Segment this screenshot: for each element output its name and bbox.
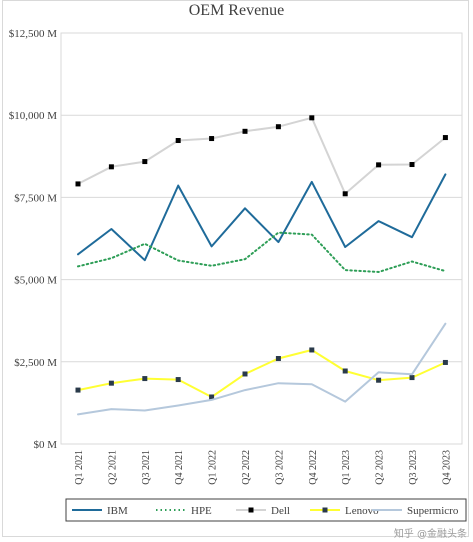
data-point-dell	[309, 115, 315, 121]
data-point-lenovo	[75, 387, 81, 393]
x-tick-label: Q3 2021	[141, 450, 152, 485]
legend-label-lenovo: Lenovo	[345, 505, 379, 517]
series-line-ibm	[77, 173, 447, 262]
x-tick-label: Q2 2023	[375, 450, 386, 485]
data-point-lenovo	[275, 356, 281, 362]
data-point-dell	[75, 181, 81, 187]
series-line-lenovo	[77, 349, 447, 398]
y-tick-label: $0 M	[33, 439, 57, 451]
data-point-lenovo	[376, 377, 382, 383]
x-tick-label: Q1 2021	[74, 450, 85, 485]
data-point-lenovo	[342, 368, 348, 374]
data-point-lenovo	[108, 380, 114, 386]
data-point-dell	[175, 138, 181, 144]
x-tick-label: Q2 2021	[107, 450, 118, 485]
data-point-dell	[342, 191, 348, 197]
x-tick-label: Q4 2023	[441, 450, 452, 485]
x-tick-label: Q1 2022	[208, 450, 219, 485]
data-point-dell	[142, 159, 148, 165]
data-point-dell	[209, 136, 215, 142]
chart-frame	[2, 0, 469, 537]
data-point-dell	[108, 164, 114, 170]
chart-title: OEM Revenue	[188, 2, 285, 19]
watermark-text: 知乎 @金融头条	[393, 529, 467, 540]
x-tick-label: Q3 2023	[408, 450, 419, 485]
y-tick-label: $10,000 M	[9, 110, 58, 122]
series-line-dell	[77, 116, 447, 195]
data-point-dell	[242, 128, 248, 134]
y-tick-label: $2,500 M	[14, 357, 57, 369]
legend-label-hpe: HPE	[191, 505, 212, 517]
data-point-lenovo	[175, 377, 181, 383]
legend-layer: IBM HPE Dell Lenovo Supermicro	[65, 498, 467, 522]
data-point-lenovo	[409, 375, 415, 381]
data-point-dell	[275, 124, 281, 130]
legend-label-ibm: IBM	[107, 505, 128, 517]
data-point-lenovo	[309, 347, 315, 353]
data-point-lenovo	[442, 359, 448, 365]
x-tick-label: Q2 2022	[241, 450, 252, 485]
x-tick-label: Q1 2023	[341, 450, 352, 485]
grid-layer	[60, 32, 463, 445]
data-point-dell	[376, 162, 382, 168]
series-layer	[75, 115, 448, 416]
legend-label-supermicro: Supermicro	[407, 505, 459, 517]
series-line-supermicro	[77, 322, 447, 416]
legend-marker-lenovo	[322, 507, 328, 513]
x-tick-label: Q4 2022	[308, 450, 319, 485]
x-tick-label: Q3 2022	[274, 450, 285, 485]
data-point-lenovo	[142, 376, 148, 382]
x-tick-label: Q4 2021	[174, 450, 185, 485]
data-point-lenovo	[209, 394, 215, 400]
data-point-dell	[442, 135, 448, 141]
data-point-lenovo	[242, 371, 248, 377]
legend-label-dell: Dell	[271, 505, 290, 517]
axis-layer: $0 M $2,500 M $5,000 M $7,500 M $10,000 M $12…	[9, 28, 453, 485]
y-tick-label: $7,500 M	[14, 192, 57, 204]
data-point-dell	[409, 162, 415, 168]
y-tick-label: $12,500 M	[9, 28, 58, 40]
series-line-hpe	[77, 231, 447, 273]
legend-marker-dell	[248, 507, 254, 513]
y-tick-label: $5,000 M	[14, 275, 57, 287]
